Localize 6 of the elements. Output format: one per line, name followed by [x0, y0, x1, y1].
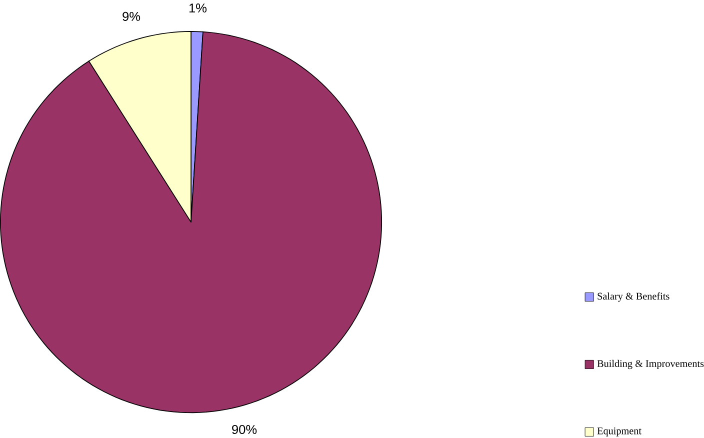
legend-label: Salary & Benefits [598, 292, 670, 302]
data-label: 90% [232, 425, 257, 434]
data-label: 1% [189, 4, 207, 13]
legend-label: Building & Improvements [597, 360, 704, 370]
data-label: 9% [122, 12, 140, 22]
legend-label: Equipment [597, 428, 642, 437]
